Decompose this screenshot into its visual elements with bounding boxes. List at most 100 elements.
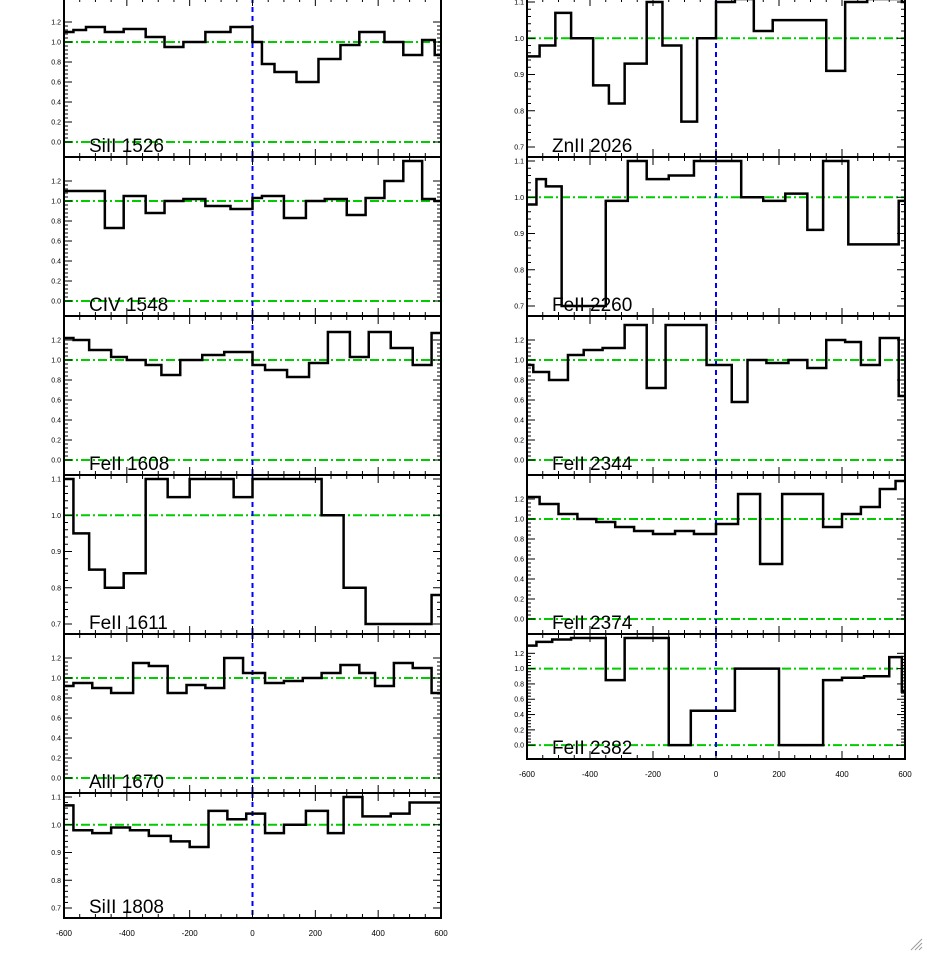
y-tick-label: 0.8 [51,696,61,703]
x-tick-label: -200 [182,929,199,938]
ion-label: CIV 1548 [89,295,168,316]
x-tick-label: 400 [835,770,849,779]
y-tick-label: 0.9 [514,72,524,79]
x-tick-label: 600 [434,929,448,938]
spectrum-panel: 0.0 0.2 0.4 0.6 0.8 1.0 1.2 -600 -400 -200 0 200 400… [514,633,912,779]
y-tick-label: 0.6 [51,716,61,723]
y-tick-label: 1.1 [51,477,61,484]
y-tick-label: 0.0 [514,617,524,624]
y-tick-label: 1.0 [51,822,61,829]
y-tick-label: 1.0 [51,513,61,520]
ion-label: FeII 2260 [552,295,632,316]
y-tick-label: 0.4 [514,418,524,425]
y-tick-label: 0.8 [51,60,61,67]
y-tick-label: 0.8 [514,108,524,115]
y-tick-label: 1.1 [514,159,524,166]
y-tick-label: 1.0 [514,358,524,365]
flux-spectrum-line [64,159,441,230]
y-tick-label: 0.8 [51,219,61,226]
flux-spectrum-line [64,795,441,849]
y-tick-label: 0.0 [514,458,524,465]
y-tick-label: 1.0 [51,358,61,365]
y-tick-label: 0.2 [51,279,61,286]
x-tick-label: 0 [250,929,255,938]
y-tick-label: 1.2 [514,338,524,345]
y-tick-label: 0.6 [51,80,61,87]
ion-label: FeII 2382 [552,738,632,759]
y-tick-label: 0.4 [51,418,61,425]
y-tick-label: 0.6 [514,557,524,564]
spectrum-panel: 0.0 0.2 0.4 0.6 0.8 1.0 1.2 FeII 2374 [514,474,906,635]
flux-spectrum-line [64,330,441,379]
x-tick-label: -400 [582,770,599,779]
flux-spectrum-line [527,323,905,404]
y-tick-label: 0.0 [51,458,61,465]
x-tick-label: -600 [519,770,536,779]
y-tick-label: 0.2 [51,438,61,445]
y-tick-label: 1.1 [51,795,61,802]
y-tick-label: 1.1 [514,0,524,7]
flux-spectrum-line [527,636,905,747]
y-tick-label: 0.8 [51,378,61,385]
spectrum-panel: 0.7 0.8 0.9 1.0 1.1 -600 -400 -200 0 200 400 600 SiI… [51,792,448,938]
flux-spectrum-line [527,0,905,123]
y-tick-label: 0.2 [514,727,524,734]
resize-grip-icon[interactable] [909,937,923,951]
x-tick-label: -200 [645,770,662,779]
y-tick-label: 1.2 [514,651,524,658]
y-tick-label: 0.7 [514,304,524,311]
y-tick-label: 1.0 [514,666,524,673]
y-tick-label: 0.9 [51,549,61,556]
y-tick-label: 1.0 [514,195,524,202]
y-tick-label: 0.8 [514,681,524,688]
y-tick-label: 0.4 [514,577,524,584]
spectrum-panel: 0.0 0.2 0.4 0.6 0.8 1.0 1.2 FeII 1608 [51,315,442,476]
y-tick-label: 0.2 [514,597,524,604]
x-tick-label: 400 [371,929,385,938]
y-tick-label: 0.6 [51,398,61,405]
y-tick-label: 0.4 [51,736,61,743]
spectrum-panel: 0.7 0.8 0.9 1.0 1.1 ZnII 2026 [514,0,906,158]
y-tick-label: 0.0 [51,140,61,147]
y-tick-label: 1.0 [514,517,524,524]
y-tick-label: 1.2 [51,656,61,663]
y-tick-label: 1.2 [51,20,61,27]
ion-label: SiII 1526 [89,136,164,157]
y-tick-label: 1.2 [51,338,61,345]
y-tick-label: 0.4 [514,712,524,719]
x-tick-label: -400 [119,929,136,938]
ion-label: SiII 1808 [89,897,164,918]
x-tick-label: 0 [714,770,719,779]
y-tick-label: 0.9 [514,231,524,238]
ion-label: FeII 1608 [89,454,169,475]
y-tick-label: 1.2 [514,497,524,504]
y-tick-label: 0.2 [51,120,61,127]
y-tick-label: 0.6 [514,398,524,405]
y-tick-label: 0.9 [51,850,61,857]
x-tick-label: 600 [898,770,912,779]
y-tick-label: 0.2 [514,438,524,445]
y-tick-label: 0.4 [51,259,61,266]
spectrum-panel: 0.0 0.2 0.4 0.6 0.8 1.0 1.2 FeII 2344 [514,315,906,476]
spectrum-panel: 0.0 0.2 0.4 0.6 0.8 1.0 1.2 CIV 1548 [51,156,442,317]
ion-label: ZnII 2026 [552,136,632,157]
y-tick-label: 0.8 [51,878,61,885]
flux-spectrum-line [527,479,905,566]
y-tick-label: 0.4 [51,100,61,107]
spectrum-panel: 0.7 0.8 0.9 1.0 1.1 FeII 1611 [51,474,442,635]
spectrum-panel: 0.0 0.2 0.4 0.6 0.8 1.0 1.2 SiII 1526 [51,0,442,158]
y-tick-label: 0.6 [514,697,524,704]
y-tick-label: 0.8 [514,378,524,385]
flux-spectrum-line [64,656,441,695]
ion-label: FeII 2344 [552,454,633,475]
spectrum-panel: 0.0 0.2 0.4 0.6 0.8 1.0 1.2 AlII 1670 [51,633,442,794]
x-tick-label: -600 [56,929,73,938]
x-tick-label: 200 [772,770,786,779]
spectrum-panel: 0.7 0.8 0.9 1.0 1.1 FeII 2260 [514,156,906,317]
ion-label: FeII 1611 [89,613,168,634]
y-tick-label: 0.0 [51,776,61,783]
y-tick-label: 0.7 [51,622,61,629]
y-tick-label: 1.0 [51,199,61,206]
x-tick-label: 200 [309,929,323,938]
